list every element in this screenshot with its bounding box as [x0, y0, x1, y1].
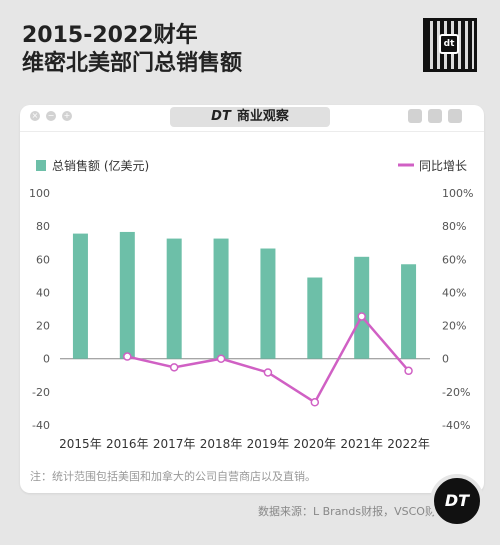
bar	[119, 231, 135, 359]
chart-marks: 100 80 60 40 20 0 -20 -40 100% 80% 60% 40% 20% 0 -20% -…	[29, 187, 473, 451]
legend-bar-swatch	[36, 160, 46, 171]
menu-icon	[428, 109, 442, 123]
y-right-tick-label: 20%	[442, 320, 466, 333]
y-right-tick-label: -40%	[442, 419, 470, 432]
growth-point	[263, 368, 273, 377]
y-right-tick-label: 0	[442, 353, 449, 366]
chart-legend: 总销售额 (亿美元) 同比增长	[36, 158, 467, 173]
y-right-tick-label: 60%	[442, 253, 466, 266]
x-tick-label: 2019年	[247, 437, 290, 451]
y-left-tick-label: -20	[32, 386, 50, 399]
title-line-1: 2015-2022财年	[22, 23, 198, 48]
bar	[213, 238, 229, 359]
minimize-icon: −	[46, 111, 56, 121]
panel-header: × − + DT 商业观察	[20, 105, 484, 127]
growth-point	[404, 366, 413, 376]
close-icon: ×	[30, 111, 40, 121]
dt-logo: DT	[430, 474, 484, 528]
window-icon	[408, 109, 422, 123]
growth-point	[357, 312, 366, 321]
y-left-tick-label: 40	[36, 286, 50, 299]
bar	[307, 277, 323, 359]
y-right-tick-label: 100%	[442, 187, 473, 200]
y-left-tick-label: 100	[29, 187, 50, 200]
bar	[166, 238, 182, 359]
data-source: 数据来源：L Brands财报，VSCO财报	[258, 505, 447, 518]
y-left-tick-label: 0	[43, 353, 50, 366]
legend-line-label: 同比增长	[419, 159, 467, 173]
growth-point	[123, 352, 132, 361]
bar	[354, 256, 370, 359]
y-right-tick-label: 40%	[442, 286, 466, 299]
bar	[260, 248, 276, 359]
x-tick-label: 2016年	[106, 437, 149, 451]
qr-dt-icon: dt	[439, 34, 459, 54]
legend-bar-label: 总销售额 (亿美元)	[52, 158, 149, 173]
y-left-tick-label: 20	[36, 320, 50, 333]
qr-code: dt	[423, 18, 477, 72]
growth-point	[310, 398, 320, 407]
x-tick-label: 2022年	[387, 437, 430, 451]
title-line-2: 维密北美部门总销售额	[22, 51, 243, 76]
close-window-icon	[448, 109, 462, 123]
y-left-tick-label: 80	[36, 220, 50, 233]
y-left-tick-label: 60	[36, 253, 50, 266]
x-tick-label: 2018年	[200, 437, 243, 451]
brand-name: 商业观察	[236, 109, 289, 124]
x-tick-label: 2015年	[59, 437, 102, 451]
y-left-tick-label: -40	[32, 419, 50, 432]
y-right-tick-label: 80%	[442, 220, 466, 233]
maximize-icon: +	[62, 111, 72, 121]
y-right-tick-label: -20%	[442, 386, 470, 399]
growth-point	[169, 363, 179, 372]
growth-point	[216, 354, 226, 363]
x-tick-label: 2017年	[153, 437, 196, 451]
bar	[72, 233, 88, 359]
x-tick-label: 2020年	[294, 437, 337, 451]
bar	[401, 264, 417, 359]
header-divider	[20, 131, 484, 132]
brand-pill: DT 商业观察	[170, 107, 330, 127]
footnote: 注：统计范围包括美国和加拿大的公司自营商店以及直销。	[30, 470, 316, 483]
x-tick-label: 2021年	[340, 437, 383, 451]
brand-logo: DT	[211, 109, 231, 124]
